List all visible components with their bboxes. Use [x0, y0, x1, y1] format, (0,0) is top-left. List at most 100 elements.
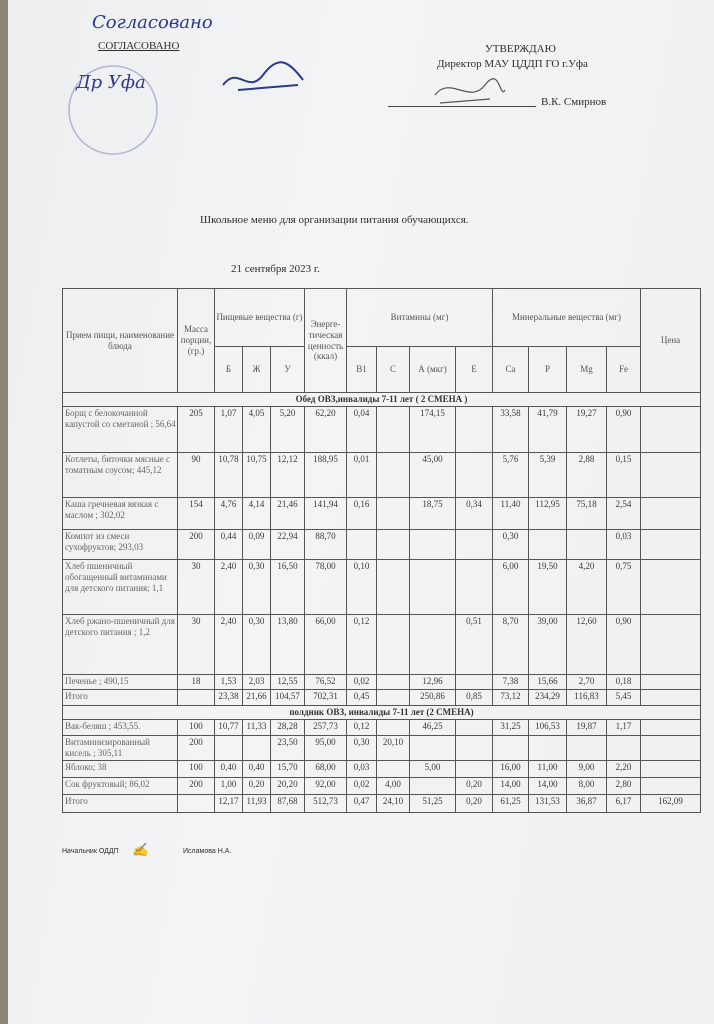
- cell-value: 87,68: [269, 794, 306, 813]
- cell-value: 4,20: [566, 559, 608, 615]
- cell-value: 2,88: [566, 452, 608, 498]
- cell-value: 12,55: [269, 674, 306, 690]
- cell-value: [455, 406, 494, 453]
- cell-value: 95,00: [304, 735, 348, 761]
- cell-value: 19,50: [528, 559, 568, 615]
- cell-value: 2,40: [214, 559, 243, 615]
- director-signature: [434, 78, 506, 104]
- cell-value: 0,20: [242, 777, 271, 795]
- dish-name: Витаминизированный кисель ; 305,11: [62, 735, 178, 761]
- table-row: Хлеб пшеничный обогащенный витаминами дл…: [62, 559, 702, 615]
- cell-value: 73,12: [492, 689, 530, 706]
- dish-name: Хлеб ржано-пшеничный для детского питани…: [62, 614, 178, 675]
- cell-value: 12,60: [566, 614, 608, 675]
- cell-value: 39,00: [528, 614, 568, 675]
- cell-value: 31,25: [492, 719, 530, 736]
- cell-value: 46,25: [409, 719, 457, 736]
- footer-position: Начальник ОДДП: [62, 848, 119, 855]
- cell-value: [640, 406, 702, 453]
- cell-value: [640, 529, 702, 560]
- cell-value: 131,53: [528, 794, 568, 813]
- cell-value: 90: [177, 452, 215, 498]
- cell-value: 88,70: [304, 529, 348, 560]
- cell-value: 1,07: [214, 406, 243, 453]
- cell-value: 0,51: [455, 614, 494, 675]
- dish-name: Борщ с белокочанной капустой со сметаной…: [62, 406, 178, 453]
- cell-value: 2,20: [606, 760, 642, 778]
- cell-value: 0,90: [606, 614, 642, 675]
- footer-signature: ✍: [132, 843, 149, 858]
- cell-value: [640, 674, 702, 690]
- subheader-5: А (мкг): [409, 346, 457, 393]
- signature-scribble: [222, 61, 304, 91]
- table-row: Сок фруктовый; 86,02 200 1,00 0,20 20,20 92,0…: [62, 777, 702, 795]
- signature-line: [388, 106, 536, 107]
- cell-value: 5,45: [606, 689, 642, 706]
- cell-value: 0,16: [346, 497, 378, 530]
- cell-value: 22,94: [269, 529, 306, 560]
- director-name: В.К. Смирнов: [541, 96, 607, 108]
- cell-value: 11,33: [242, 719, 271, 736]
- cell-value: [455, 452, 494, 498]
- subheader-2: У: [269, 346, 306, 393]
- cell-value: [376, 674, 411, 690]
- cell-value: 19,27: [566, 406, 608, 453]
- cell-value: 1,53: [214, 674, 243, 690]
- cell-value: [455, 529, 494, 560]
- cell-value: [376, 497, 411, 530]
- cell-value: 0,44: [214, 529, 243, 560]
- cell-value: 20,20: [269, 777, 306, 795]
- document-title: Школьное меню для организации питания об…: [200, 214, 469, 226]
- cell-value: 0,12: [346, 719, 378, 736]
- handwritten-signature-left: Др Уфа: [76, 72, 146, 93]
- cell-value: 234,29: [528, 689, 568, 706]
- cell-value: 0,01: [346, 452, 378, 498]
- cell-value: 36,87: [566, 794, 608, 813]
- cell-value: 0,10: [346, 559, 378, 615]
- cell-value: 7,38: [492, 674, 530, 690]
- approval-label: СОГЛАСОВАНО: [98, 40, 180, 52]
- cell-value: [346, 529, 378, 560]
- cell-value: [455, 674, 494, 690]
- dish-name: Котлеты, биточки мясные с томатным соусо…: [62, 452, 178, 498]
- cell-value: 14,00: [492, 777, 530, 795]
- cell-value: 112,95: [528, 497, 568, 530]
- cell-value: 0,34: [455, 497, 494, 530]
- cell-value: [640, 559, 702, 615]
- cell-value: [528, 529, 568, 560]
- cell-value: 250,86: [409, 689, 457, 706]
- cell-value: [528, 735, 568, 761]
- cell-value: [409, 529, 457, 560]
- cell-value: [242, 735, 271, 761]
- cell-value: 33,58: [492, 406, 530, 453]
- table-row: Витаминизированный кисель ; 305,11 200 23,…: [62, 735, 702, 761]
- cell-value: 68,00: [304, 760, 348, 778]
- cell-value: 0,03: [606, 529, 642, 560]
- section-title: полдник ОВЗ, инвалиды 7-11 лет (2 СМЕНА): [61, 705, 702, 720]
- cell-value: [566, 529, 608, 560]
- dish-name: Сок фруктовый; 86,02: [62, 777, 178, 795]
- cell-value: 11,93: [242, 794, 271, 813]
- section-row: Обед ОВЗ,инвалиды 7-11 лет ( 2 СМЕНА ): [61, 392, 702, 407]
- cell-value: 14,00: [528, 777, 568, 795]
- cell-value: 0,90: [606, 406, 642, 453]
- cell-value: 1,17: [606, 719, 642, 736]
- cell-value: 162,09: [640, 794, 702, 813]
- cell-value: 61,25: [492, 794, 530, 813]
- cell-value: 8,00: [566, 777, 608, 795]
- cell-value: [376, 719, 411, 736]
- cell-value: [376, 406, 411, 453]
- cell-value: 41,79: [528, 406, 568, 453]
- cell-value: 21,66: [242, 689, 271, 706]
- cell-value: [376, 760, 411, 778]
- cell-value: 2,80: [606, 777, 642, 795]
- cell-value: [640, 614, 702, 675]
- cell-value: [376, 614, 411, 675]
- cell-value: 0,03: [346, 760, 378, 778]
- cell-value: [214, 735, 243, 761]
- header-nutrients: Пищевые вещества (г): [213, 288, 306, 347]
- cell-value: 62,20: [304, 406, 348, 453]
- cell-value: 0,04: [346, 406, 378, 453]
- dish-name: Печенье ; 490,15: [62, 674, 178, 690]
- handwritten-signature-approved: Согласовано: [92, 12, 213, 33]
